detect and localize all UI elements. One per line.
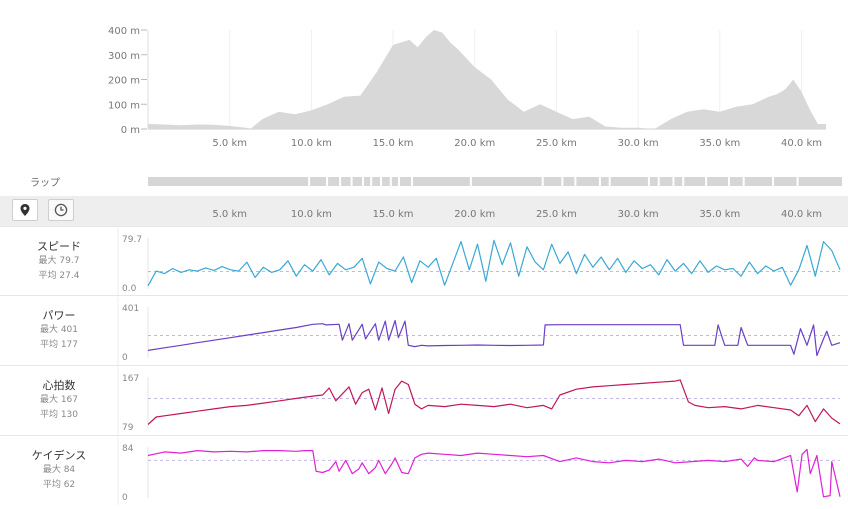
elevation-x-tick-label: 15.0 km bbox=[373, 138, 414, 149]
lap-divider bbox=[339, 177, 342, 186]
lap-divider bbox=[657, 177, 660, 186]
x-axis-tick-label: 30.0 km bbox=[618, 209, 659, 220]
speed-avg: 平均 27.4 bbox=[38, 271, 80, 281]
x-axis-tick-label: 40.0 km bbox=[781, 209, 822, 220]
elevation-area bbox=[148, 30, 826, 129]
x-axis-tick-label: 25.0 km bbox=[536, 209, 577, 220]
lap-bar-fill bbox=[148, 177, 842, 186]
speed-series-line bbox=[147, 239, 841, 287]
lap-divider bbox=[608, 177, 611, 186]
cadence-chart[interactable]: 84 0 bbox=[0, 437, 848, 505]
lap-divider bbox=[411, 177, 414, 186]
cadence-avg: 平均 62 bbox=[42, 480, 76, 490]
x-axis-tick-label: 15.0 km bbox=[373, 209, 414, 220]
cadence-y-max-label: 84 bbox=[122, 444, 134, 454]
elevation-x-tick-label: 40.0 km bbox=[781, 138, 822, 149]
elevation-x-ticks: 5.0 km 10.0 km 15.0 km 20.0 km 25.0 km 30.0 k… bbox=[212, 138, 822, 149]
lap-divider bbox=[772, 177, 775, 186]
lap-divider bbox=[469, 177, 472, 186]
clock-button[interactable] bbox=[48, 199, 74, 221]
lap-divider bbox=[672, 177, 675, 186]
elevation-y-tick-label: 100 m bbox=[108, 100, 140, 111]
heart_rate-row-label: 心拍数最大 167 平均 130 bbox=[0, 373, 118, 423]
speed-title: スピード bbox=[37, 240, 81, 253]
row-separator bbox=[0, 226, 848, 227]
cadence-series-line bbox=[147, 448, 841, 498]
heart_rate-series-line bbox=[147, 379, 841, 425]
power-avg: 平均 177 bbox=[39, 340, 79, 350]
heart_rate-title: 心拍数 bbox=[42, 379, 76, 392]
row-separator bbox=[0, 295, 848, 296]
location-pin-button[interactable] bbox=[12, 199, 38, 221]
lap-divider bbox=[574, 177, 577, 186]
row-separator bbox=[0, 435, 848, 436]
lap-divider bbox=[389, 177, 392, 186]
power-series-line bbox=[147, 319, 841, 357]
power-max: 最大 401 bbox=[39, 325, 79, 335]
elevation-y-tick-label: 400 m bbox=[108, 26, 140, 37]
location-pin-icon bbox=[20, 204, 30, 216]
x-axis-tick-label: 20.0 km bbox=[454, 209, 495, 220]
x-axis-tick-label: 5.0 km bbox=[212, 209, 247, 220]
cadence-row-label: ケイデンス最大 84 平均 62 bbox=[0, 443, 118, 493]
heart_rate-max: 最大 167 bbox=[39, 395, 79, 405]
elevation-x-tick-label: 25.0 km bbox=[536, 138, 577, 149]
heart_rate-y-max-label: 167 bbox=[122, 374, 139, 384]
lap-divider bbox=[541, 177, 544, 186]
lap-divider bbox=[705, 177, 708, 186]
lap-bar[interactable] bbox=[0, 170, 848, 194]
lap-divider bbox=[308, 177, 311, 186]
elevation-x-tick-label: 10.0 km bbox=[291, 138, 332, 149]
lap-divider bbox=[727, 177, 730, 186]
lap-divider bbox=[326, 177, 329, 186]
lap-divider bbox=[561, 177, 564, 186]
clock-icon bbox=[54, 203, 68, 217]
heart_rate-y-min-label: 79 bbox=[122, 423, 134, 433]
lap-divider bbox=[350, 177, 353, 186]
lap-divider bbox=[742, 177, 745, 186]
shared-x-axis: 5.0 km 10.0 km 15.0 km 20.0 km 25.0 km 30.0 k… bbox=[212, 209, 822, 220]
elevation-y-tick-label: 0 m bbox=[121, 125, 140, 136]
elevation-x-tick-label: 20.0 km bbox=[454, 138, 495, 149]
elevation-chart: 400 m 300 m 200 m 100 m 0 m 5.0 km 10.0 km 15.… bbox=[108, 26, 826, 149]
x-axis-tick-label: 10.0 km bbox=[291, 209, 332, 220]
elevation-x-tick-label: 30.0 km bbox=[618, 138, 659, 149]
power-row-label: パワー最大 401 平均 177 bbox=[0, 303, 118, 353]
lap-divider bbox=[379, 177, 382, 186]
lap-label: ラップ bbox=[30, 178, 60, 189]
power-y-max-label: 401 bbox=[122, 304, 139, 314]
speed-y-max-label: 79.7 bbox=[122, 235, 142, 245]
lap-divider bbox=[362, 177, 365, 186]
lap-divider bbox=[370, 177, 373, 186]
lap-divider bbox=[796, 177, 799, 186]
speed-y-min-label: 0.0 bbox=[122, 284, 137, 294]
cadence-max: 最大 84 bbox=[42, 465, 76, 475]
lap-divider bbox=[598, 177, 601, 186]
cadence-y-min-label: 0 bbox=[122, 493, 128, 503]
cadence-title: ケイデンス bbox=[31, 449, 87, 462]
speed-row-label: スピード最大 79.7 平均 27.4 bbox=[0, 234, 118, 284]
speed-chart[interactable]: 79.7 0.0 bbox=[0, 228, 848, 296]
lap-divider bbox=[647, 177, 650, 186]
elevation-x-tick-label: 5.0 km bbox=[212, 138, 247, 149]
heart_rate-avg: 平均 130 bbox=[39, 410, 79, 420]
row-separator bbox=[0, 365, 848, 366]
lap-divider bbox=[397, 177, 400, 186]
power-chart[interactable]: 401 0 bbox=[0, 297, 848, 365]
x-axis-tick-label: 35.0 km bbox=[699, 209, 740, 220]
elevation-y-tick-label: 200 m bbox=[108, 76, 140, 87]
elevation-y-tick-label: 300 m bbox=[108, 51, 140, 62]
speed-max: 最大 79.7 bbox=[38, 256, 80, 266]
lap-divider bbox=[682, 177, 685, 186]
power-y-min-label: 0 bbox=[122, 353, 128, 363]
power-title: パワー bbox=[42, 309, 76, 322]
elevation-y-ticks: 400 m 300 m 200 m 100 m 0 m bbox=[108, 26, 147, 136]
heart_rate-chart[interactable]: 167 79 bbox=[0, 367, 848, 435]
elevation-x-tick-label: 35.0 km bbox=[699, 138, 740, 149]
chart-toolbar: 5.0 km 10.0 km 15.0 km 20.0 km 25.0 km 30.0 k… bbox=[0, 196, 848, 226]
